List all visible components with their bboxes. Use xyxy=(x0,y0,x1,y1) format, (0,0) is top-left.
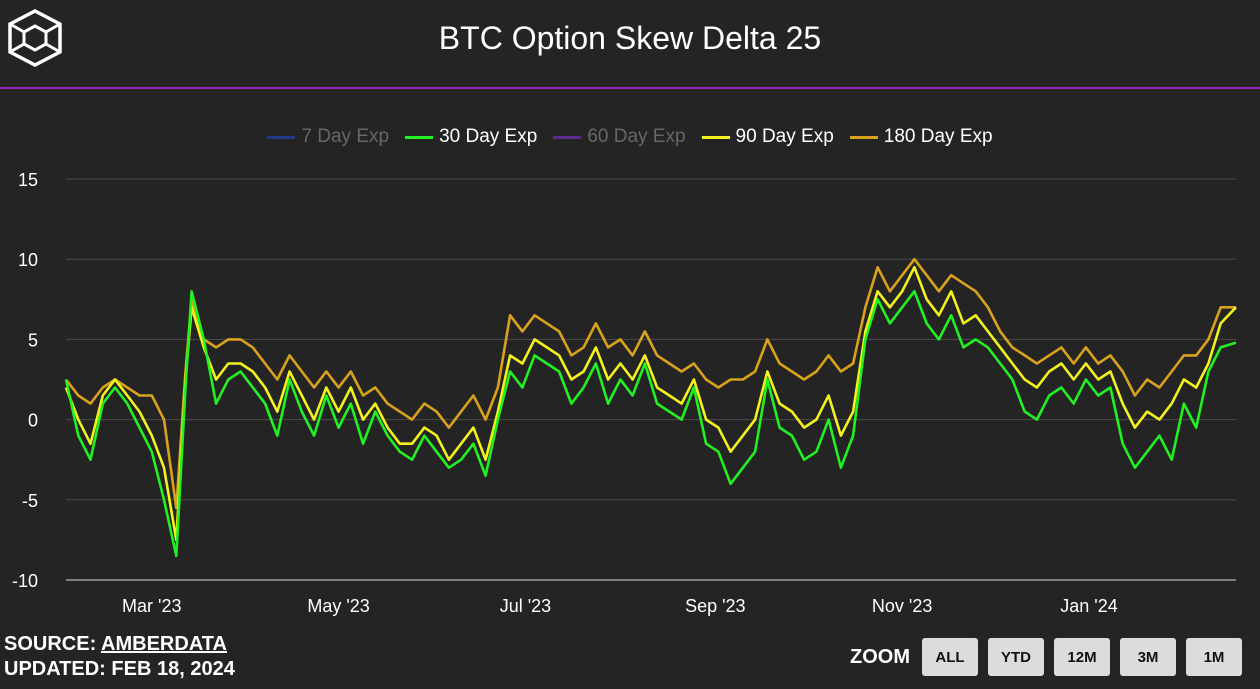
updated-date: UPDATED: FEB 18, 2024 xyxy=(4,658,235,680)
legend-item-30-day[interactable]: 30 Day Exp xyxy=(405,126,537,148)
series-line-180-day-exp xyxy=(64,257,1236,510)
x-tick-label: Nov '23 xyxy=(872,596,932,616)
source-link[interactable]: AMBERDATA xyxy=(101,633,227,655)
x-tick-label: Sep '23 xyxy=(685,596,746,616)
legend-label: 30 Day Exp xyxy=(439,126,538,147)
x-tick-label: Jan '24 xyxy=(1060,596,1117,616)
legend-swatch xyxy=(553,135,582,139)
title-divider xyxy=(0,87,1260,89)
cube-logo-icon xyxy=(8,9,62,67)
source-prefix: SOURCE: xyxy=(4,633,102,655)
legend-swatch xyxy=(267,135,296,139)
legend-item-180-day[interactable]: 180 Day Exp xyxy=(849,126,993,148)
legend-item-7-day[interactable]: 7 Day Exp xyxy=(267,126,389,148)
zoom-label: ZOOM xyxy=(850,645,910,668)
y-tick-label: 10 xyxy=(18,250,38,270)
chart-legend: 7 Day Exp 30 Day Exp 60 Day Exp 90 Day E… xyxy=(0,126,1260,148)
series-line-90-day-exp xyxy=(64,265,1237,542)
source-line: SOURCE: AMBERDATA xyxy=(4,632,235,657)
zoom-1m-button[interactable]: 1M xyxy=(1186,638,1242,676)
series-line-30-day-exp xyxy=(64,289,1237,558)
legend-swatch xyxy=(849,135,878,139)
legend-swatch xyxy=(701,135,730,139)
legend-item-90-day[interactable]: 90 Day Exp xyxy=(701,126,834,148)
legend-label: 60 Day Exp xyxy=(587,126,686,147)
y-tick-label: 5 xyxy=(28,330,38,350)
legend-label: 7 Day Exp xyxy=(301,126,390,147)
zoom-all-button[interactable]: ALL xyxy=(922,638,978,676)
legend-label: 180 Day Exp xyxy=(883,126,993,147)
zoom-3m-button[interactable]: 3M xyxy=(1120,638,1176,676)
y-tick-label: -5 xyxy=(22,491,38,511)
legend-label: 90 Day Exp xyxy=(735,126,834,147)
source-block: SOURCE: AMBERDATA UPDATED: FEB 18, 2024 xyxy=(4,632,235,682)
y-tick-label: 0 xyxy=(28,411,38,431)
x-tick-label: May '23 xyxy=(307,596,369,616)
x-tick-label: Jul '23 xyxy=(500,596,551,616)
y-tick-label: -10 xyxy=(12,571,38,591)
legend-item-60-day[interactable]: 60 Day Exp xyxy=(553,126,686,148)
zoom-controls: ZOOM ALL YTD 12M 3M 1M xyxy=(850,638,1242,676)
legend-swatch xyxy=(405,135,434,139)
line-chart: -10 -5 0 5 10 15 Mar '23 May '23 Jul '23 Sep '23 N… xyxy=(12,170,1237,616)
x-tick-label: Mar '23 xyxy=(122,596,181,616)
y-tick-label: 15 xyxy=(18,170,38,190)
page-title: BTC Option Skew Delta 25 xyxy=(438,20,822,56)
zoom-12m-button[interactable]: 12M xyxy=(1054,638,1110,676)
zoom-ytd-button[interactable]: YTD xyxy=(988,638,1044,676)
